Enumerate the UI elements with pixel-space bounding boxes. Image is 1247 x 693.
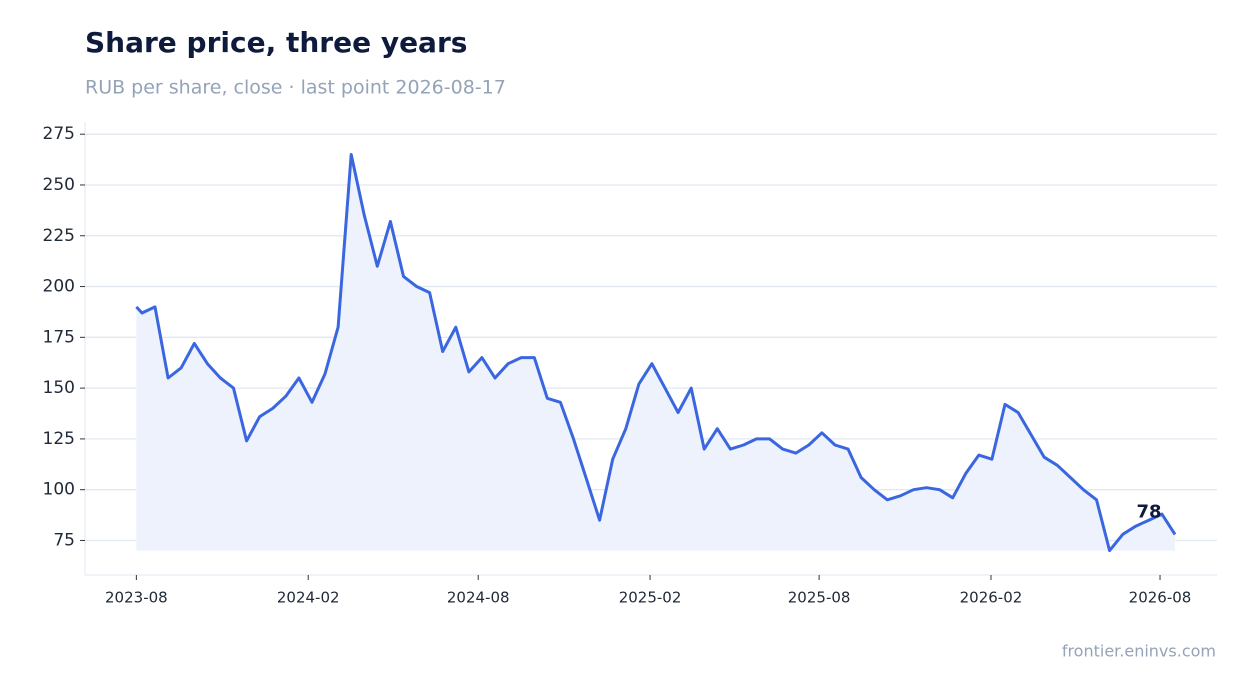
y-tick-label: 150 (43, 378, 75, 398)
chart-subtitle: RUB per share, close · last point 2026-0… (85, 77, 506, 99)
y-tick-label: 225 (43, 226, 75, 246)
x-tick-label: 2024-02 (277, 589, 340, 607)
line (135, 153, 1177, 553)
x-tick-label: 2025-08 (788, 589, 851, 607)
x-tick-label: 2026-08 (1129, 589, 1192, 607)
y-tick-label: 200 (43, 277, 75, 297)
chart-title: Share price, three years (85, 26, 467, 59)
x-tick-label: 2023-08 (105, 589, 168, 607)
last-value-label: 78 (1136, 501, 1161, 522)
y-tick-label: 75 (53, 530, 75, 550)
y-tick-label: 275 (43, 124, 75, 144)
source: frontier.eninvs.com (1062, 642, 1216, 661)
y-tick-label: 175 (43, 327, 75, 347)
x-tick-label: 2026-02 (960, 589, 1023, 607)
x-tick-label: 2025-02 (619, 589, 682, 607)
y-tick-label: 250 (43, 175, 75, 195)
area (136, 154, 1176, 551)
y-tick-label: 125 (43, 429, 75, 449)
x-tick-label: 2024-08 (447, 589, 510, 607)
y-tick-label: 100 (43, 480, 75, 500)
